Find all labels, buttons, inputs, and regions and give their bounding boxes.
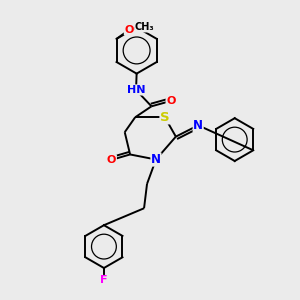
Text: F: F [100,275,108,286]
Text: CH₃: CH₃ [135,22,154,32]
Text: HN: HN [127,85,145,95]
Text: O: O [107,155,116,165]
Text: N: N [151,153,161,166]
Text: N: N [193,119,203,132]
Text: S: S [160,111,170,124]
Text: O: O [124,25,134,35]
Text: O: O [166,96,176,106]
